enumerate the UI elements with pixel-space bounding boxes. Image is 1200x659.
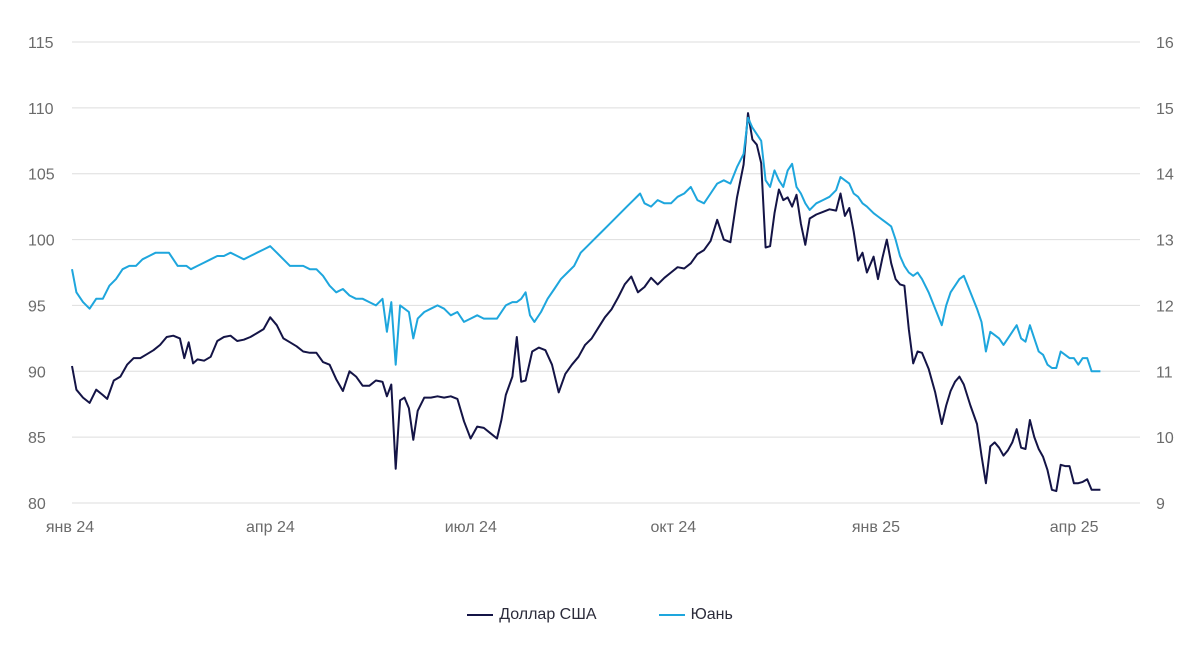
series-layer bbox=[71, 112, 1101, 493]
y-right-tick-label: 10 bbox=[1156, 430, 1174, 447]
legend-label-usd: Доллар США bbox=[499, 606, 597, 623]
y-left-tick-label: 110 bbox=[28, 101, 54, 118]
legend-swatch-usd bbox=[467, 614, 494, 616]
y-right-tick-label: 13 bbox=[1156, 233, 1174, 250]
usd-series-line bbox=[71, 112, 1101, 493]
x-tick-label: апр 25 bbox=[1050, 519, 1099, 536]
x-axis: янв 24 апр 24 июл 24 окт 24 янв 25 апр 25 bbox=[46, 519, 1099, 536]
legend: Доллар США Юань bbox=[0, 606, 1200, 624]
y-right-tick-label: 9 bbox=[1156, 496, 1165, 513]
y-right-tick-label: 12 bbox=[1156, 298, 1174, 315]
y-left-tick-label: 85 bbox=[28, 430, 46, 447]
y-left-tick-label: 95 bbox=[28, 298, 46, 315]
y-left-tick-label: 80 bbox=[28, 496, 46, 513]
x-tick-label: апр 24 bbox=[246, 519, 295, 536]
y-left-tick-label: 90 bbox=[28, 364, 46, 381]
y-right-tick-label: 16 bbox=[1156, 35, 1174, 52]
y-left-axis: 115 110 105 100 95 90 85 80 bbox=[28, 35, 55, 513]
chart-svg: 115 110 105 100 95 90 85 80 16 15 14 13 12 11 10 9 янв… bbox=[28, 35, 1174, 536]
y-left-tick-label: 115 bbox=[28, 35, 54, 52]
grid-layer bbox=[72, 41, 1140, 504]
cny-series-line bbox=[71, 116, 1101, 373]
y-left-tick-label: 100 bbox=[28, 233, 55, 250]
x-tick-label: окт 24 bbox=[651, 519, 697, 536]
legend-label-cny: Юань bbox=[690, 606, 733, 623]
y-right-tick-label: 11 bbox=[1156, 364, 1173, 381]
x-tick-label: янв 24 bbox=[46, 519, 94, 536]
y-right-axis: 16 15 14 13 12 11 10 9 bbox=[1156, 35, 1174, 513]
legend-swatch-cny bbox=[658, 614, 685, 616]
x-tick-label: июл 24 bbox=[445, 519, 497, 536]
legend-item-usd[interactable]: Доллар США bbox=[467, 606, 597, 624]
legend-item-cny[interactable]: Юань bbox=[658, 606, 733, 624]
y-left-tick-label: 105 bbox=[28, 167, 55, 184]
x-tick-label: янв 25 bbox=[852, 519, 900, 536]
y-right-tick-label: 15 bbox=[1156, 101, 1174, 118]
y-right-tick-label: 14 bbox=[1156, 167, 1174, 184]
